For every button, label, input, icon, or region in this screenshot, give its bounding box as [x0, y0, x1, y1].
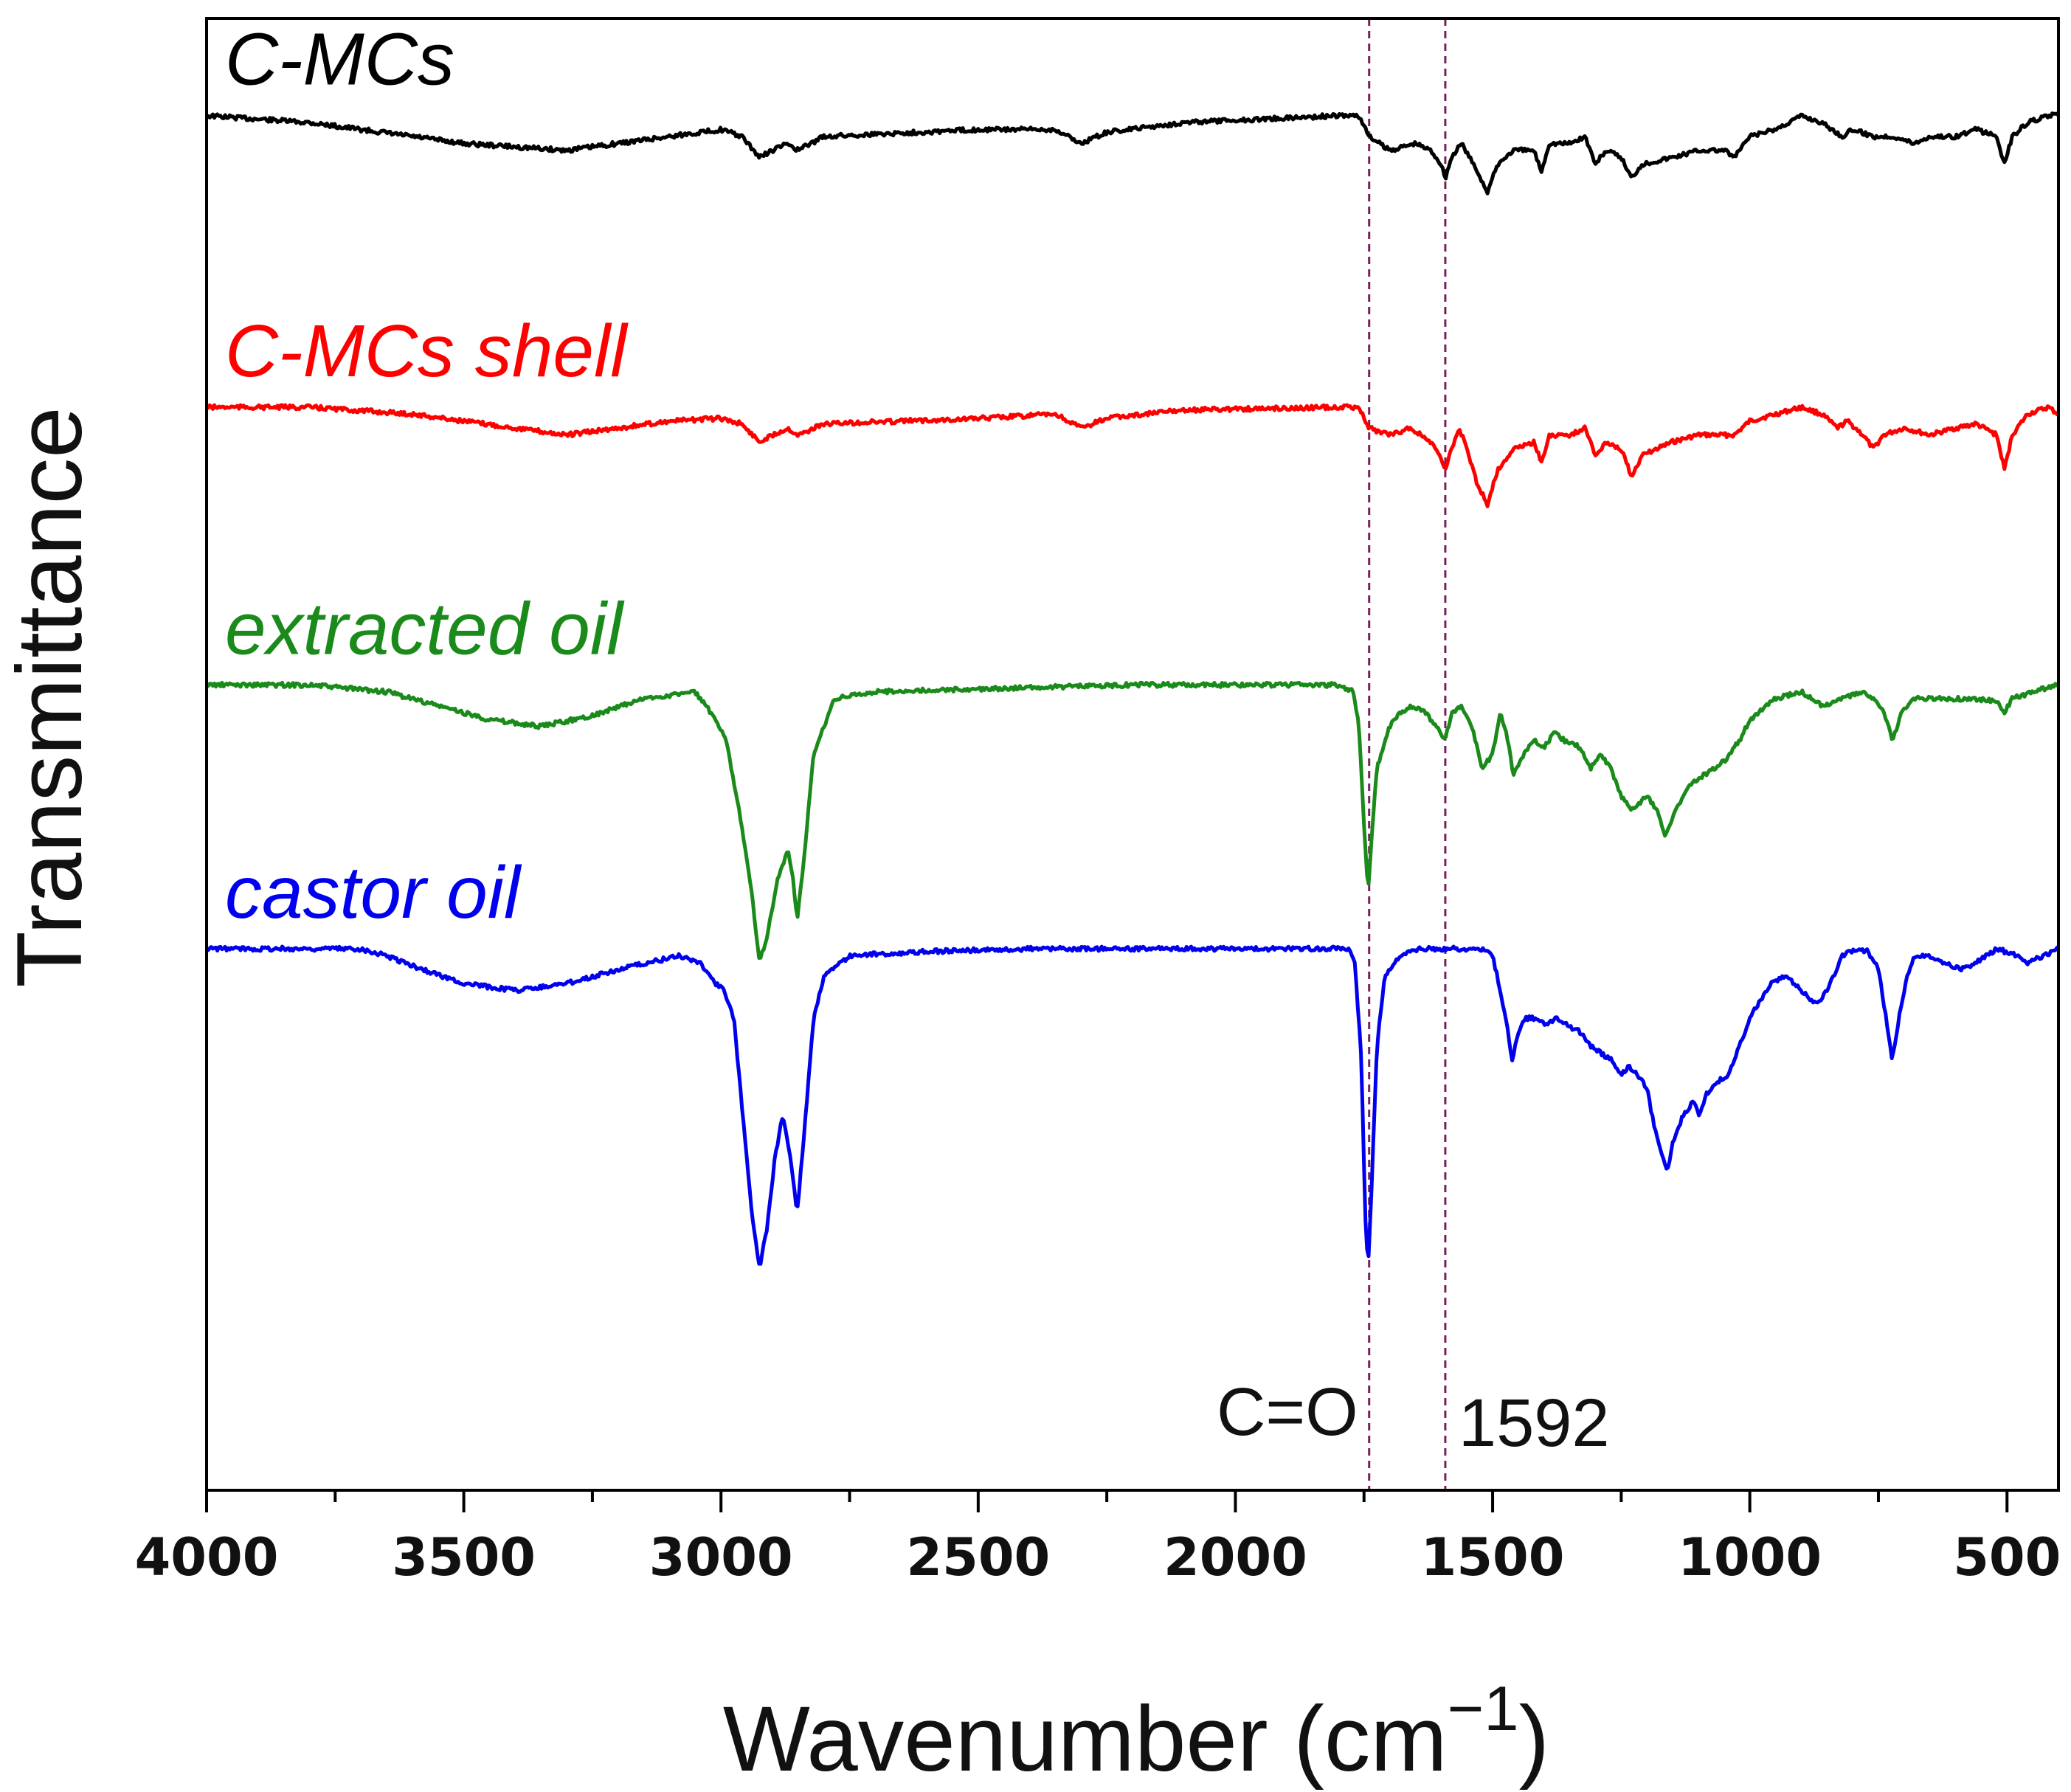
legend-label-extracted-oil: extracted oil — [225, 587, 625, 670]
legend-label-castor-oil: castor oil — [225, 851, 522, 934]
x-axis-title-exponent: −1 — [1448, 1674, 1519, 1744]
x-axis-title-close: ) — [1518, 1688, 1549, 1791]
series-line-c-mcs-shell — [206, 403, 2059, 508]
x-tick-label-2500: 2500 — [906, 1527, 1050, 1588]
reference-lines — [1368, 18, 1447, 1490]
x-tick-label-4000: 4000 — [135, 1527, 279, 1588]
legend-label-c-mcs: C-MCs — [225, 18, 454, 101]
series-labels: C-MCs C-MCs shell extracted oil castor oil — [225, 18, 629, 934]
annotation-1592: 1592 — [1459, 1385, 1610, 1461]
x-axis-ticks — [205, 1490, 2009, 1512]
x-axis-tick-labels: 4000 3500 3000 2500 2000 1500 1000 500 — [135, 1527, 2061, 1588]
y-axis-title: Transmittance — [0, 407, 101, 987]
legend-label-c-mcs-shell: C-MCs shell — [225, 310, 629, 392]
series-line-extracted-oil — [205, 680, 2060, 960]
x-tick-label-3000: 3000 — [649, 1527, 793, 1588]
series-line-castor-oil — [204, 944, 2060, 1266]
plot-frame — [205, 17, 2060, 1492]
annotation-c-o: C=O — [1217, 1374, 1358, 1450]
x-tick-label-1500: 1500 — [1421, 1527, 1565, 1588]
x-tick-label-2000: 2000 — [1164, 1527, 1307, 1588]
series-line-c-mcs — [206, 111, 2060, 196]
x-tick-label-500: 500 — [1953, 1527, 2061, 1588]
x-tick-label-1000: 1000 — [1678, 1527, 1822, 1588]
plot-background — [207, 18, 2058, 1490]
x-axis-title: Wavenumber (cm−1) — [723, 1674, 1549, 1791]
x-axis-title-text: Wavenumber (cm — [723, 1688, 1448, 1791]
series-group — [204, 111, 2060, 1266]
annotations: C=O 1592 — [1217, 1374, 1610, 1461]
x-tick-label-3500: 3500 — [392, 1527, 536, 1588]
